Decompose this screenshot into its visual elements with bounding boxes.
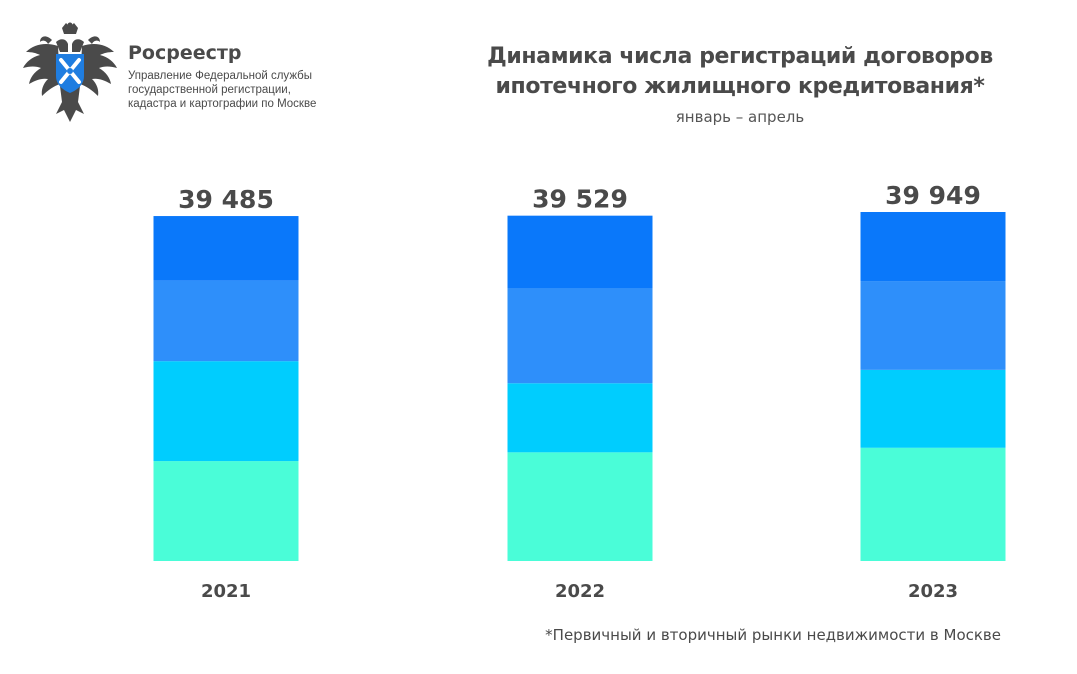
chart-subtitle: январь – апрель bbox=[675, 108, 805, 126]
bar-segment-2023-1 bbox=[860, 447, 1006, 561]
organization-subtitle-line: Управление Федеральной службы bbox=[128, 70, 312, 82]
total-label-2023: 39 949 bbox=[885, 181, 981, 210]
bar-segment-2021-2 bbox=[153, 361, 299, 462]
organization-subtitle-line: государственной регистрации, bbox=[128, 84, 291, 96]
chart-title: Динамика числа регистраций договоров ипо… bbox=[420, 42, 1060, 102]
bar-segment-2021-4 bbox=[153, 216, 299, 281]
bar-segment-2022-1 bbox=[507, 452, 653, 561]
bar-segment-2023-2 bbox=[860, 369, 1006, 448]
bar-segment-2023-4 bbox=[860, 212, 1006, 282]
organization-subtitle-line: кадастра и картографии по Москве bbox=[128, 98, 317, 110]
category-label-2021: 2021 bbox=[201, 581, 251, 602]
bar-segment-2021-1 bbox=[153, 461, 299, 561]
bar-segment-2021-3 bbox=[153, 280, 299, 362]
organization-subtitle: Управление Федеральной службы государств… bbox=[128, 69, 316, 111]
category-label-2022: 2022 bbox=[555, 581, 605, 602]
total-label-2021: 39 485 bbox=[178, 185, 274, 214]
category-label-2023: 2023 bbox=[908, 581, 958, 602]
bar-segment-2022-2 bbox=[507, 383, 653, 453]
chart-title-line: Динамика числа регистраций договоров bbox=[487, 44, 993, 69]
bar-segment-2023-3 bbox=[860, 281, 1006, 370]
total-label-2022: 39 529 bbox=[532, 185, 628, 214]
bar-segment-2022-4 bbox=[507, 215, 653, 289]
bar-segment-2022-3 bbox=[507, 288, 653, 384]
rosreestr-emblem-icon bbox=[23, 22, 117, 122]
chart-title-line: ипотечного жилищного кредитования* bbox=[495, 74, 985, 99]
organization-name: Росреестр bbox=[128, 42, 242, 64]
chart-footnote: *Первичный и вторичный рынки недвижимост… bbox=[545, 626, 1001, 644]
